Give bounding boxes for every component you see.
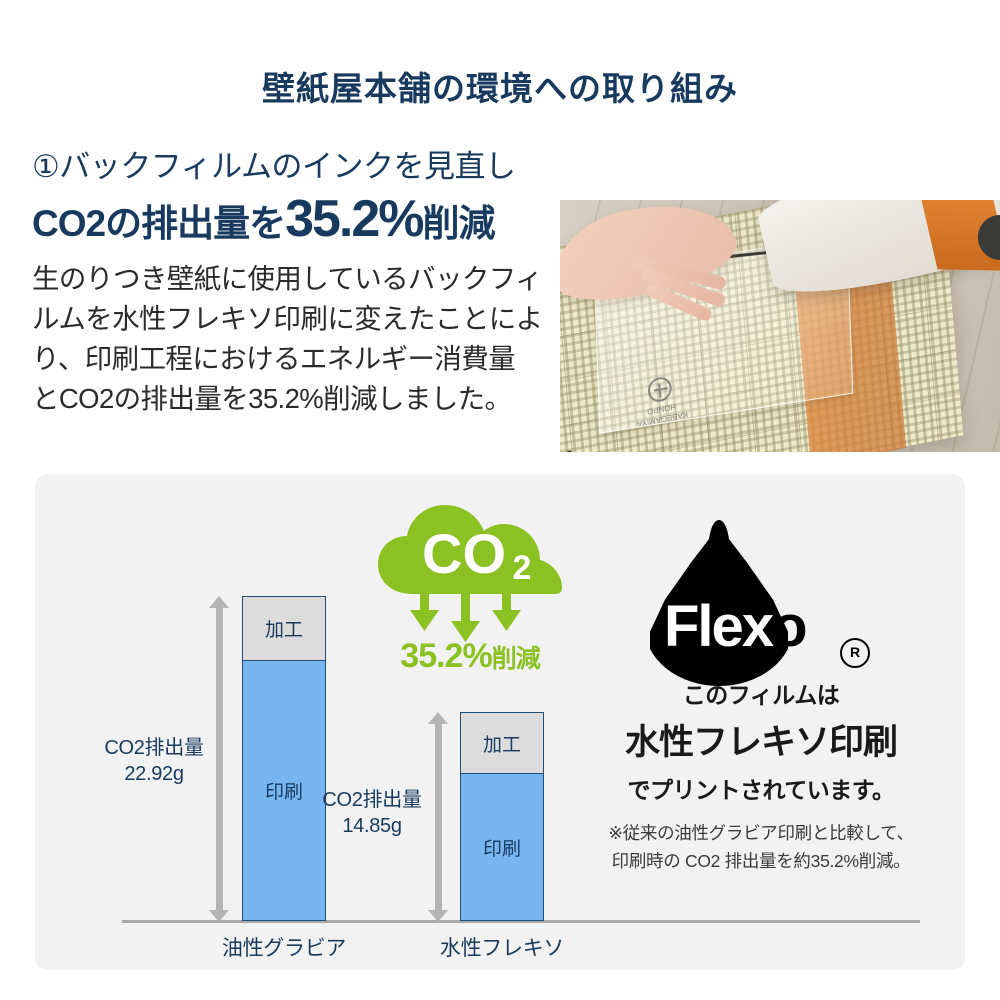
arrow-head-down-icon <box>209 910 229 922</box>
co2-reduction-caption: 35.2%削減 <box>372 637 568 676</box>
bar-water-flexo: 加工 印刷 <box>460 712 544 921</box>
flexo-note-line: 印刷時の CO2 排出量を約35.2%削減。 <box>611 851 911 871</box>
bar-segment-print: 印刷 <box>243 661 325 920</box>
category-label-water-flexo: 水性フレキソ <box>439 937 565 960</box>
co2-reduction-value: 35.2% <box>400 637 492 675</box>
intro-lead: ①バックフィルムのインクを見直し <box>32 149 516 184</box>
value-label-oil-gravure: CO2排出量 22.92g <box>104 735 204 788</box>
flexo-wordmark: Flexo <box>664 594 808 659</box>
svg-text:CO: CO <box>422 522 506 585</box>
intro-copy-block: ①バックフィルムのインクを見直し CO2の排出量を 35.2% 削減 生のりつき壁紙… <box>32 149 548 420</box>
category-label-oil-gravure: 油性グラビア <box>221 937 347 960</box>
flexo-line-1: このフィルムは <box>682 682 840 708</box>
co2-reduction-badge: CO 2 35.2%削減 <box>372 497 568 683</box>
co2-reduction-suffix: 削減 <box>491 645 541 673</box>
bar-segment-process: 加工 <box>243 597 325 661</box>
ink-drop-tip-icon <box>708 520 730 574</box>
flexo-note: ※従来の油性グラビア印刷と比較して、 印刷時の CO2 排出量を約35.2%削減… <box>596 819 926 875</box>
arrow-shaft <box>216 606 223 912</box>
sheet-zero-label: 0 <box>565 447 573 452</box>
svg-text:2: 2 <box>513 549 532 587</box>
page-title: 壁紙屋本舗の環境への取り組み <box>262 70 738 107</box>
value-label-amount: 22.92g <box>124 763 184 786</box>
intro-body: 生のりつき壁紙に使用しているバックフィ ルムを水性フレキソ印刷に変えたことによ … <box>32 259 548 420</box>
measure-arrow-oil-gravure <box>209 596 229 922</box>
arrow-head-up-icon <box>209 596 229 608</box>
intro-body-line: とCO2の排出量を35.2%削減しました。 <box>32 383 512 415</box>
intro-headline: CO2の排出量を 35.2% 削減 <box>32 193 548 245</box>
value-label-amount: 14.85g <box>342 815 402 838</box>
value-label-water-flexo: CO2排出量 14.85g <box>322 787 422 840</box>
value-label-caption: CO2排出量 <box>104 737 204 759</box>
flexo-line-3: でプリントされています。 <box>627 777 895 803</box>
flexo-line-2: 水性フレキソ印刷 <box>624 723 898 762</box>
intro-body-line: 生のりつき壁紙に使用しているバックフィ <box>32 262 543 294</box>
arrow-head-down-icon <box>428 910 448 922</box>
registered-trademark-icon: R <box>840 638 870 668</box>
bar-segment-print: 印刷 <box>461 774 543 920</box>
flexo-note-line: ※従来の油性グラビア印刷と比較して、 <box>608 823 914 843</box>
arrow-head-up-icon <box>428 712 448 724</box>
value-label-caption: CO2排出量 <box>322 789 422 811</box>
headline-value: 35.2% <box>285 189 424 248</box>
bar-oil-gravure: 加工 印刷 <box>242 596 326 921</box>
bar-segment-process: 加工 <box>461 713 543 774</box>
flexo-info-block: Flexo R このフィルムは 水性フレキソ印刷 でプリントされています。 ※従… <box>596 520 926 875</box>
headline-suffix: 削減 <box>422 202 496 244</box>
intro-body-line: り、印刷工程におけるエネルギー消費量 <box>32 343 516 374</box>
intro-body-line: ルムを水性フレキソ印刷に変えたことによ <box>32 302 543 334</box>
wallpaper-roll-photo: KABEGAMIYAHONPO 0 <box>560 200 1000 452</box>
flexo-logo: Flexo R <box>596 520 926 686</box>
arrow-shaft <box>435 722 442 912</box>
headline-prefix: CO2の排出量を <box>32 202 286 244</box>
chart-baseline-axis <box>122 920 920 923</box>
measure-arrow-water-flexo <box>428 712 448 922</box>
co2-cloud-icon: CO 2 <box>378 505 562 642</box>
